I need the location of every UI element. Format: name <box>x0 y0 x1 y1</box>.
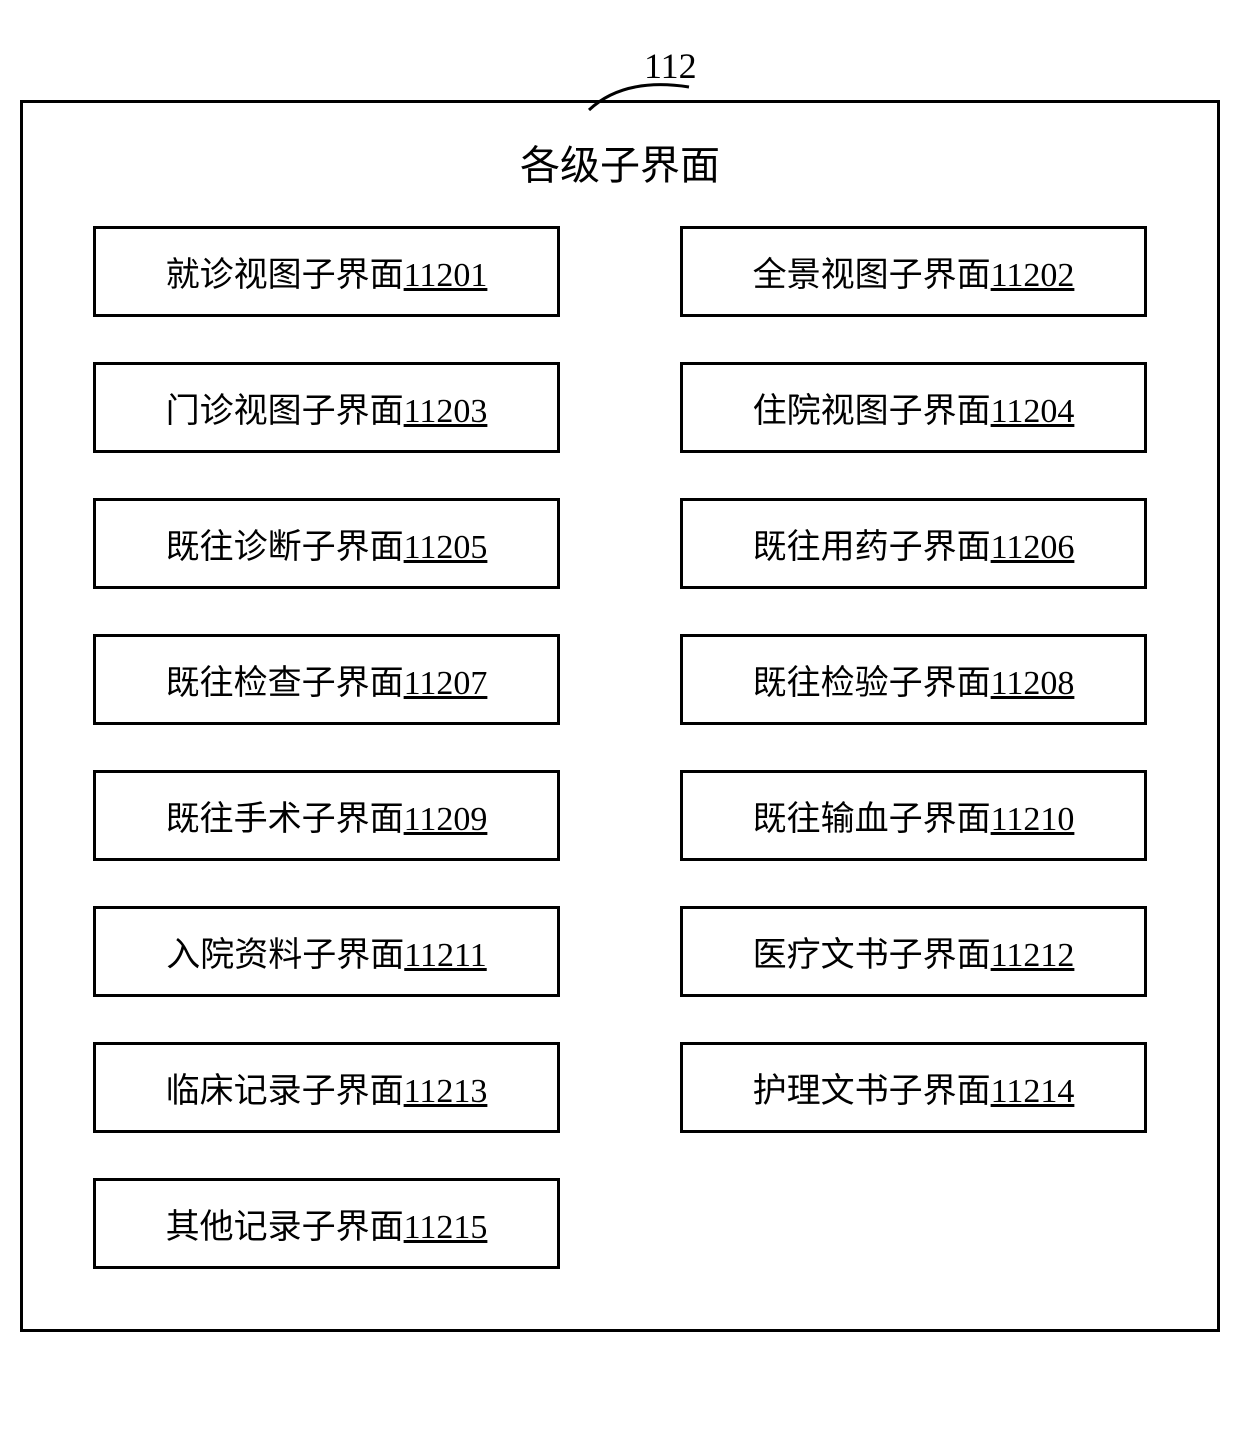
sub-interface-item: 入院资料子界面11211 <box>93 906 560 997</box>
empty-cell <box>680 1178 1147 1269</box>
item-code: 11215 <box>404 1209 488 1246</box>
item-code: 11203 <box>404 393 488 430</box>
item-label: 既往检查子界面 <box>166 665 404 702</box>
item-label: 护理文书子界面 <box>753 1073 991 1110</box>
item-code: 11205 <box>404 529 488 566</box>
sub-interface-item: 护理文书子界面11214 <box>680 1042 1147 1133</box>
item-label: 门诊视图子界面 <box>166 393 404 430</box>
item-label: 临床记录子界面 <box>166 1073 404 1110</box>
item-label: 入院资料子界面 <box>166 937 404 974</box>
sub-interface-item: 其他记录子界面11215 <box>93 1178 560 1269</box>
item-label: 住院视图子界面 <box>753 393 991 430</box>
sub-interface-item: 就诊视图子界面11201 <box>93 226 560 317</box>
diagram-title: 各级子界面 <box>63 133 1177 191</box>
item-code: 11206 <box>991 529 1075 566</box>
item-code: 11211 <box>404 937 486 974</box>
item-code: 11213 <box>404 1073 488 1110</box>
item-code: 11210 <box>991 801 1075 838</box>
item-label: 其他记录子界面 <box>166 1209 404 1246</box>
sub-interface-item: 既往用药子界面11206 <box>680 498 1147 589</box>
item-code: 11201 <box>404 257 488 294</box>
item-label: 既往用药子界面 <box>753 529 991 566</box>
sub-interface-item: 既往检验子界面11208 <box>680 634 1147 725</box>
item-code: 11212 <box>991 937 1075 974</box>
sub-interface-item: 住院视图子界面11204 <box>680 362 1147 453</box>
item-label: 医疗文书子界面 <box>753 937 991 974</box>
item-code: 11208 <box>991 665 1075 702</box>
item-label: 既往手术子界面 <box>166 801 404 838</box>
sub-interface-item: 既往诊断子界面11205 <box>93 498 560 589</box>
sub-interface-item: 临床记录子界面11213 <box>93 1042 560 1133</box>
callout-curve <box>584 82 694 112</box>
main-box: 各级子界面 就诊视图子界面11201全景视图子界面11202门诊视图子界面112… <box>20 100 1220 1332</box>
sub-interface-item: 既往手术子界面11209 <box>93 770 560 861</box>
item-code: 11202 <box>991 257 1075 294</box>
items-grid: 就诊视图子界面11201 全景视图子界面11202 门诊视图子界面11203 住院视图… <box>63 226 1177 1269</box>
callout-number: 112 <box>644 45 697 87</box>
diagram-container: 112 各级子界面 就诊视图子界面11201全景视图子界面11202门诊视图子界… <box>20 100 1220 1332</box>
item-label: 就诊视图子界面 <box>166 257 404 294</box>
item-code: 11204 <box>991 393 1075 430</box>
item-code: 11214 <box>991 1073 1075 1110</box>
item-label: 既往诊断子界面 <box>166 529 404 566</box>
item-label: 全景视图子界面 <box>753 257 991 294</box>
item-code: 11207 <box>404 665 488 702</box>
item-label: 既往检验子界面 <box>753 665 991 702</box>
sub-interface-item: 既往输血子界面11210 <box>680 770 1147 861</box>
sub-interface-item: 门诊视图子界面11203 <box>93 362 560 453</box>
sub-interface-item: 全景视图子界面11202 <box>680 226 1147 317</box>
sub-interface-item: 医疗文书子界面11212 <box>680 906 1147 997</box>
item-label: 既往输血子界面 <box>753 801 991 838</box>
sub-interface-item: 既往检查子界面11207 <box>93 634 560 725</box>
item-code: 11209 <box>404 801 488 838</box>
